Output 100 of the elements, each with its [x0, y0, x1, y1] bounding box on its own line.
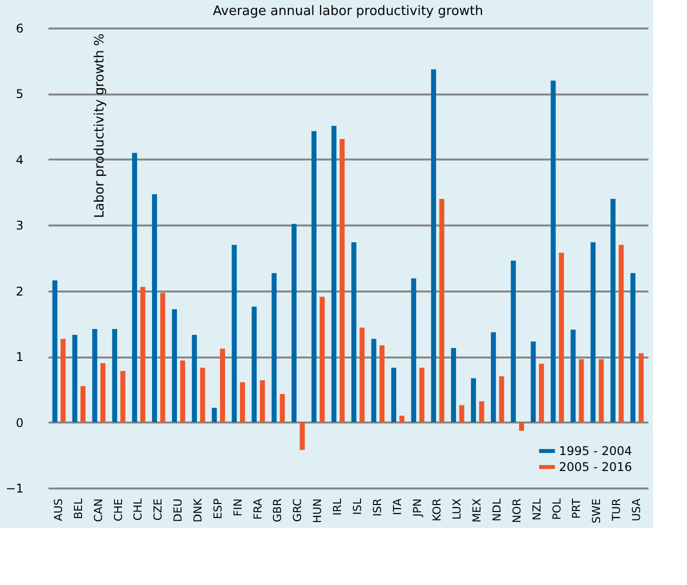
- y-tick-label: 6: [16, 22, 24, 36]
- bar: [351, 242, 356, 422]
- bar: [232, 244, 237, 422]
- x-tick-label: GRC: [291, 498, 304, 522]
- bar: [112, 328, 118, 422]
- bar: [140, 286, 146, 422]
- bar: [470, 378, 476, 422]
- bar: [479, 401, 484, 422]
- bar: [610, 198, 616, 422]
- x-tick-label: LUX: [450, 498, 464, 520]
- bar: [340, 139, 345, 422]
- x-tick-label: CZE: [152, 498, 165, 521]
- x-tick-label: CAN: [92, 498, 105, 522]
- x-tick-label: TUR: [610, 498, 624, 522]
- bar: [272, 273, 277, 422]
- y-tick-label: 3: [16, 218, 24, 233]
- bar: [192, 334, 197, 422]
- bar: [160, 292, 166, 422]
- bar: [120, 371, 126, 422]
- y-tick-label: 5: [16, 87, 24, 102]
- bar: [510, 260, 516, 422]
- bar: [439, 198, 444, 422]
- bar: [52, 280, 58, 422]
- x-tick-label: GBR: [271, 498, 284, 522]
- bar: [172, 309, 177, 422]
- x-tick-label: POL: [550, 498, 564, 520]
- bar: [380, 345, 385, 422]
- bar: [419, 368, 424, 422]
- bar: [360, 328, 365, 422]
- y-axis-title: Labor productivity growth %: [92, 34, 108, 218]
- bar: [292, 224, 297, 422]
- bar: [92, 328, 98, 422]
- x-tick-label: FIN: [231, 498, 244, 516]
- bar: [200, 368, 206, 422]
- bar: [530, 341, 536, 422]
- bar: [399, 416, 404, 422]
- x-tick-label: DNK: [192, 498, 204, 522]
- x-tick-label: ESP: [211, 498, 224, 520]
- bar: [499, 376, 504, 422]
- x-tick-label: CHL: [132, 498, 145, 521]
- bar: [331, 126, 336, 422]
- bar: [212, 408, 217, 422]
- bar: [311, 131, 316, 422]
- bar: [459, 405, 464, 422]
- bar: [538, 364, 544, 422]
- x-tick-label: HUN: [311, 498, 324, 524]
- bar: [260, 380, 265, 422]
- bar: [598, 359, 604, 422]
- bar: [490, 332, 496, 422]
- x-tick-label: USA: [630, 498, 644, 522]
- x-tick-label: DEU: [172, 498, 185, 522]
- x-tick-label: ITA: [390, 498, 404, 516]
- x-tick-label: IRL: [331, 498, 344, 516]
- x-tick-label: JPN: [410, 498, 424, 518]
- x-tick-label: SWE: [590, 498, 604, 524]
- x-tick-label: AUS: [52, 498, 65, 522]
- bar: [132, 152, 138, 422]
- bar: [558, 252, 564, 422]
- bar: [371, 338, 376, 422]
- x-tick-label: CHE: [112, 498, 125, 522]
- bar: [519, 422, 524, 431]
- bar: [451, 348, 456, 422]
- bar: [60, 338, 66, 422]
- bar: [152, 194, 158, 422]
- bar: [72, 334, 78, 422]
- x-tick-label: ISL: [350, 498, 364, 515]
- bar: [411, 278, 416, 422]
- bar: [550, 80, 556, 422]
- bar: [220, 348, 226, 422]
- bar: [100, 363, 106, 422]
- bar: [240, 382, 245, 422]
- bar: [570, 330, 576, 422]
- bar: [252, 306, 257, 422]
- bar: [280, 394, 285, 422]
- y-tick-label: 1: [16, 350, 24, 364]
- x-tick-label: NOR: [510, 498, 524, 524]
- bar: [638, 353, 644, 422]
- y-tick-label: −1: [6, 482, 24, 496]
- y-tick-label: 0: [16, 416, 24, 430]
- bar: [391, 368, 396, 422]
- legend-label: 2005 - 2016: [559, 460, 632, 474]
- bar: [180, 360, 186, 422]
- y-tick-label: 2: [16, 284, 24, 298]
- x-tick-label: NZL: [530, 498, 544, 520]
- x-tick-label: ISR: [370, 498, 384, 516]
- bar: [300, 422, 305, 450]
- bar: [618, 244, 624, 422]
- x-tick-label: MEX: [470, 498, 484, 522]
- x-tick-label: NDL: [490, 498, 504, 522]
- bar: [80, 386, 86, 422]
- x-tick-label: FRA: [251, 498, 264, 520]
- chart-title: Average annual labor productivity growth: [212, 4, 484, 19]
- legend-label: 1995 - 2004: [559, 444, 632, 458]
- bar: [578, 359, 584, 422]
- bar: [630, 273, 636, 422]
- x-tick-label: BEL: [72, 498, 85, 520]
- x-tick-label: PRT: [570, 498, 584, 519]
- bar: [590, 242, 596, 422]
- x-tick-label: KOR: [430, 498, 444, 522]
- bar: [320, 296, 325, 422]
